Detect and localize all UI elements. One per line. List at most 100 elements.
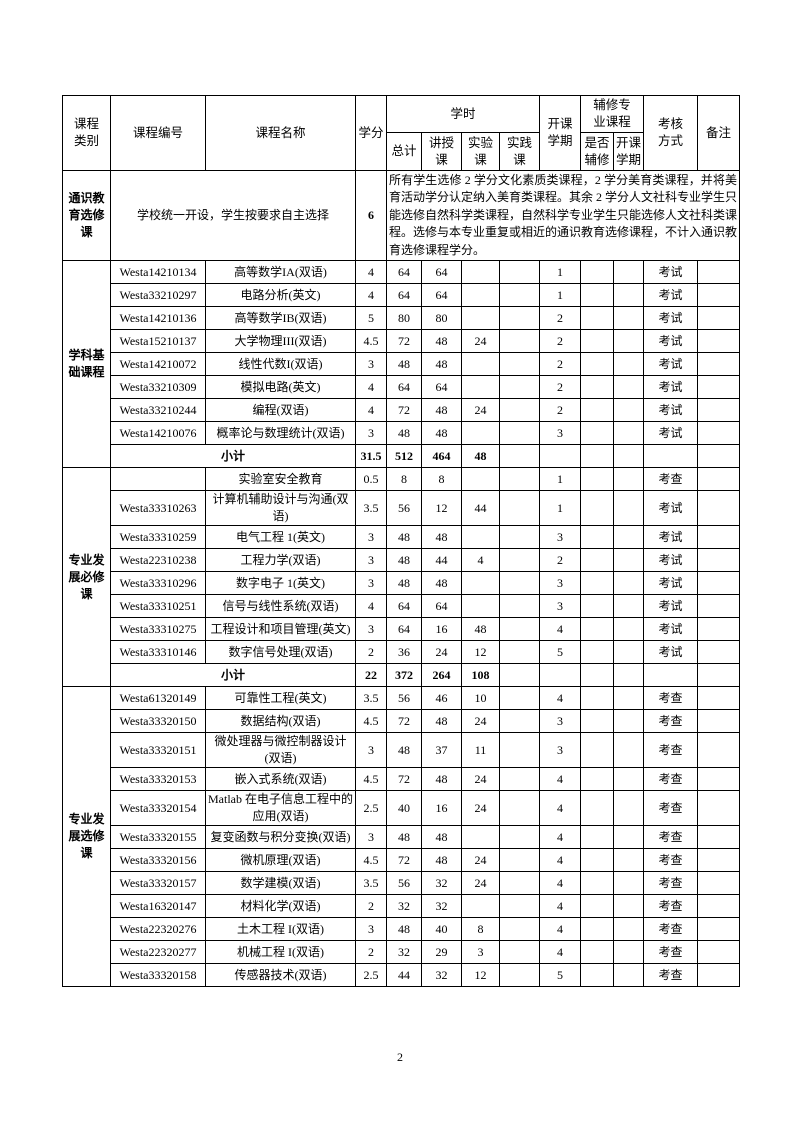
term-cell: 3 xyxy=(539,594,582,618)
term-cell: 4 xyxy=(539,940,582,964)
exam-cell: 考查 xyxy=(643,963,699,987)
practice-cell xyxy=(498,352,541,376)
name-cell: 高等数学IB(双语) xyxy=(205,306,356,330)
name-cell: 工程力学(双语) xyxy=(205,548,356,572)
minor-term-cell xyxy=(613,329,645,353)
code-cell xyxy=(110,467,206,491)
exam-cell: 考查 xyxy=(643,917,699,941)
minor-term-cell xyxy=(613,640,645,664)
remark-cell xyxy=(697,329,741,353)
credits-cell: 3.5 xyxy=(355,686,387,710)
course-row: 专业发展选修课 Westa61320149 可靠性工程(英文) 3.5 56 46 10 4 考… xyxy=(62,686,741,987)
term-cell: 4 xyxy=(539,790,582,826)
practice-cell xyxy=(498,848,541,872)
minor-cell xyxy=(580,490,615,526)
remark-cell xyxy=(697,894,741,918)
lecture-cell: 64 xyxy=(421,283,462,307)
term-cell: 3 xyxy=(539,525,582,549)
total-cell: 48 xyxy=(386,548,422,572)
lab-cell: 4 xyxy=(461,548,500,572)
minor-term-cell xyxy=(613,548,645,572)
term-cell: 3 xyxy=(539,571,582,595)
page-number: 2 xyxy=(397,1050,403,1064)
minor-term-cell xyxy=(613,686,645,710)
practice-cell xyxy=(498,548,541,572)
name-cell: 电路分析(英文) xyxy=(205,283,356,307)
total-cell: 48 xyxy=(386,571,422,595)
lecture-cell: 29 xyxy=(421,940,462,964)
minor-cell xyxy=(580,940,615,964)
term-cell: 4 xyxy=(539,871,582,895)
empty-cell xyxy=(580,663,615,687)
remark-cell xyxy=(697,490,741,526)
exam-cell: 考试 xyxy=(643,640,699,664)
minor-cell xyxy=(580,525,615,549)
practice-cell xyxy=(498,398,541,422)
term-cell: 3 xyxy=(539,421,582,445)
remark-cell xyxy=(697,467,741,491)
header-text: 考核方式 xyxy=(658,117,684,148)
practice-cell xyxy=(498,917,541,941)
name-cell: 机械工程 I(双语) xyxy=(205,940,356,964)
subtotal-lab: 108 xyxy=(461,663,500,687)
exam-cell: 考查 xyxy=(643,686,699,710)
minor-cell xyxy=(580,709,615,733)
minor-cell xyxy=(580,352,615,376)
lab-cell: 24 xyxy=(461,709,500,733)
lecture-cell: 48 xyxy=(421,848,462,872)
header-text: 是否辅修 xyxy=(584,135,610,167)
lab-cell: 24 xyxy=(461,790,500,826)
minor-term-cell xyxy=(613,306,645,330)
name-cell: 工程设计和项目管理(英文) xyxy=(205,617,356,641)
course-row: Westa33310146 数字信号处理(双语) 2 36 24 12 5 考试 xyxy=(63,640,741,664)
total-cell: 48 xyxy=(386,825,422,849)
practice-cell xyxy=(498,260,541,284)
minor-cell xyxy=(580,375,615,399)
lab-cell: 10 xyxy=(461,686,500,710)
name-cell: 数据结构(双语) xyxy=(205,709,356,733)
term-cell: 1 xyxy=(539,260,582,284)
course-row: Westa33310259 电气工程 1(英文) 3 48 48 3 考试 xyxy=(63,525,741,549)
exam-cell: 考查 xyxy=(643,894,699,918)
credits-cell: 3 xyxy=(355,571,387,595)
lab-cell: 24 xyxy=(461,767,500,791)
practice-cell xyxy=(498,790,541,826)
remark-cell xyxy=(697,767,741,791)
category-text: 专业发展选修课 xyxy=(68,812,105,860)
minor-cell xyxy=(580,260,615,284)
course-row: Westa16320147 材料化学(双语) 2 32 32 4 考查 xyxy=(63,894,741,918)
exam-cell: 考查 xyxy=(643,940,699,964)
code-cell: Westa33210309 xyxy=(110,375,206,399)
header-cell: 实践课 xyxy=(498,132,541,171)
total-cell: 48 xyxy=(386,352,422,376)
remark-cell xyxy=(697,732,741,768)
total-cell: 56 xyxy=(386,490,422,526)
course-row: Westa33310275 工程设计和项目管理(英文) 3 64 16 48 4 考试 xyxy=(63,617,741,641)
total-cell: 64 xyxy=(386,594,422,618)
category-cell: 学科基础课程 xyxy=(62,260,111,468)
total-cell: 32 xyxy=(386,940,422,964)
course-row: Westa33320153 嵌入式系统(双语) 4.5 72 48 24 4 考查 xyxy=(63,767,741,791)
minor-cell xyxy=(580,640,615,664)
exam-cell: 考试 xyxy=(643,352,699,376)
minor-cell xyxy=(580,894,615,918)
lab-cell: 11 xyxy=(461,732,500,768)
subtotal-practice xyxy=(498,663,541,687)
lab-cell: 12 xyxy=(461,963,500,987)
credits-cell: 4.5 xyxy=(355,767,387,791)
practice-cell xyxy=(498,709,541,733)
category-text: 学科基础课程 xyxy=(68,348,105,379)
practice-cell xyxy=(498,871,541,895)
exam-cell: 考试 xyxy=(643,594,699,618)
total-cell: 64 xyxy=(386,617,422,641)
lab-cell: 24 xyxy=(461,398,500,422)
minor-term-cell xyxy=(613,848,645,872)
lecture-cell: 64 xyxy=(421,375,462,399)
practice-cell xyxy=(498,594,541,618)
lecture-cell: 64 xyxy=(421,594,462,618)
course-row: Westa33310251 信号与线性系统(双语) 4 64 64 3 考试 xyxy=(63,594,741,618)
lecture-cell: 8 xyxy=(421,467,462,491)
subtotal-lecture: 264 xyxy=(421,663,462,687)
remark-cell xyxy=(697,260,741,284)
